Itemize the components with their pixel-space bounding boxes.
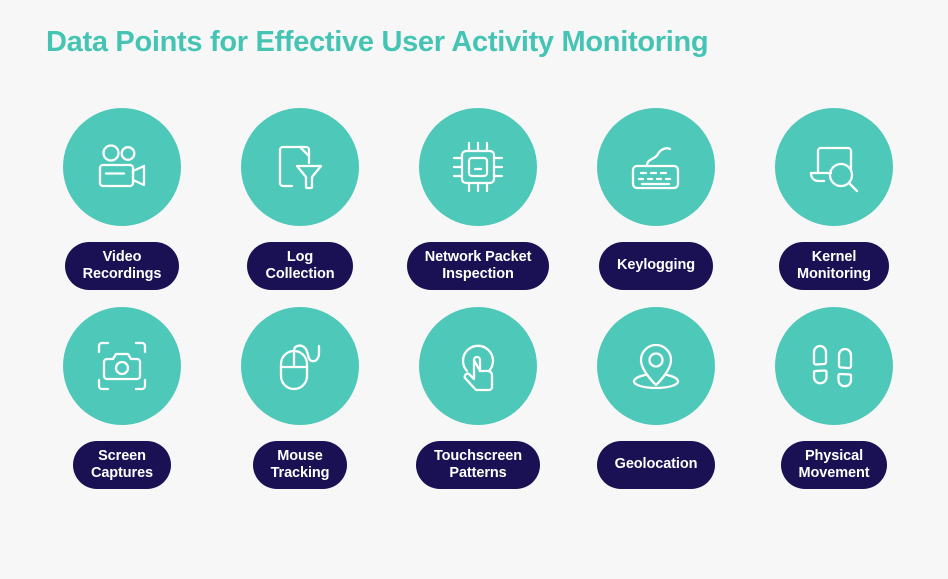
icon-circle [775,307,893,425]
icon-circle [775,108,893,226]
pill-label: Physical Movement [798,447,870,481]
label-pill[interactable]: Keylogging [599,242,713,290]
pill-label: Kernel Monitoring [797,248,871,282]
grid-row-2: Screen Captures Mouse Tracking [0,307,948,489]
pill-label: Screen Captures [90,447,154,481]
grid-row-1: Video Recordings Log Collection [0,108,948,290]
icon-circle [597,108,715,226]
icon-circle [419,108,537,226]
video-camera-icon [91,136,153,198]
grid-item-mouse-tracking[interactable]: Mouse Tracking [211,307,389,489]
icon-circle [241,307,359,425]
icon-circle [241,108,359,226]
grid-item-network-packet-inspection[interactable]: Network Packet Inspection [389,108,567,290]
pill-label: Network Packet Inspection [424,248,532,282]
label-pill[interactable]: Video Recordings [64,242,180,290]
tap-hand-icon [447,335,509,397]
label-pill[interactable]: Touchscreen Patterns [415,441,541,489]
grid-item-touchscreen-patterns[interactable]: Touchscreen Patterns [389,307,567,489]
icon-grid: Video Recordings Log Collection [0,108,948,489]
grid-item-screen-captures[interactable]: Screen Captures [33,307,211,489]
cpu-chip-icon [447,136,509,198]
grid-item-video-recordings[interactable]: Video Recordings [33,108,211,290]
laptop-magnifier-icon [803,136,865,198]
pill-label: Keylogging [617,257,695,274]
camera-frame-icon [91,335,153,397]
grid-item-kernel-monitoring[interactable]: Kernel Monitoring [745,108,923,290]
computer-mouse-icon [269,335,331,397]
footprints-icon [803,335,865,397]
map-pin-icon [625,335,687,397]
label-pill[interactable]: Network Packet Inspection [406,242,550,290]
label-pill[interactable]: Log Collection [247,242,353,290]
label-pill[interactable]: Geolocation [596,441,716,489]
page-title: Data Points for Effective User Activity … [46,26,709,58]
grid-item-keylogging[interactable]: Keylogging [567,108,745,290]
pill-label: Mouse Tracking [270,447,330,481]
label-pill[interactable]: Mouse Tracking [252,441,348,489]
grid-item-geolocation[interactable]: Geolocation [567,307,745,489]
icon-circle [63,307,181,425]
pill-label: Geolocation [614,456,698,473]
label-pill[interactable]: Screen Captures [72,441,172,489]
pill-label: Touchscreen Patterns [433,447,523,481]
icon-circle [419,307,537,425]
grid-item-log-collection[interactable]: Log Collection [211,108,389,290]
grid-item-physical-movement[interactable]: Physical Movement [745,307,923,489]
icon-circle [63,108,181,226]
label-pill[interactable]: Kernel Monitoring [779,242,889,290]
document-funnel-icon [269,136,331,198]
pill-label: Log Collection [265,248,335,282]
label-pill[interactable]: Physical Movement [780,441,888,489]
pill-label: Video Recordings [82,248,162,282]
icon-circle [597,307,715,425]
keyboard-icon [625,136,687,198]
